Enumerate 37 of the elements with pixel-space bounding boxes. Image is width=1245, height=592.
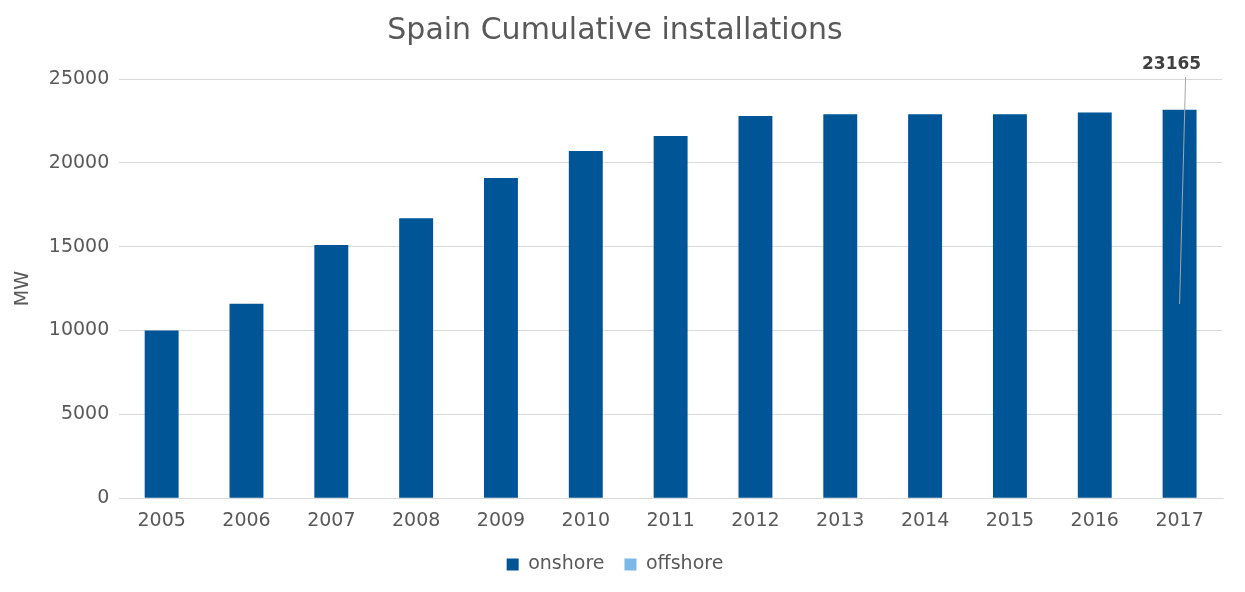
bar	[823, 114, 858, 498]
x-tick-label: 2009	[476, 507, 526, 530]
bar	[229, 303, 264, 498]
bar	[484, 177, 518, 498]
bar	[1162, 109, 1197, 498]
x-tick-label: 2011	[646, 507, 695, 530]
x-tick-label: 2007	[307, 507, 356, 530]
x-tick-label: 2005	[137, 507, 186, 530]
chart-title: Spain Cumulative installations	[387, 10, 843, 46]
y-tick-label: 10000	[48, 317, 110, 340]
x-tick-label: 2006	[222, 507, 271, 530]
bar	[144, 330, 179, 498]
bar	[1077, 112, 1112, 498]
x-tick-label: 2017	[1155, 507, 1204, 530]
y-tick-label: 25000	[48, 65, 110, 88]
y-tick-label: 5000	[60, 401, 110, 424]
bar	[653, 136, 688, 498]
bar	[992, 114, 1027, 498]
x-tick-label: 2008	[391, 507, 441, 530]
bar	[908, 114, 943, 498]
y-axis-title: MW	[10, 270, 33, 307]
x-tick-label: 2013	[816, 507, 865, 530]
x-tick-label: 2014	[900, 507, 950, 530]
y-tick-label: 15000	[48, 233, 110, 256]
bar	[568, 151, 603, 498]
x-tick-label: 2016	[1070, 507, 1119, 530]
bar	[738, 115, 773, 498]
bar	[314, 245, 349, 498]
x-tick-label: 2015	[985, 507, 1035, 530]
y-tick-label: 20000	[48, 149, 110, 172]
x-tick-label: 2010	[561, 507, 610, 530]
y-tick-label: 0	[97, 485, 110, 508]
bar	[399, 218, 434, 498]
legend-label: offshore	[645, 551, 724, 574]
legend-label: onshore	[528, 551, 605, 574]
annotation: 23165	[1142, 52, 1202, 73]
x-tick-label: 2012	[731, 507, 780, 530]
